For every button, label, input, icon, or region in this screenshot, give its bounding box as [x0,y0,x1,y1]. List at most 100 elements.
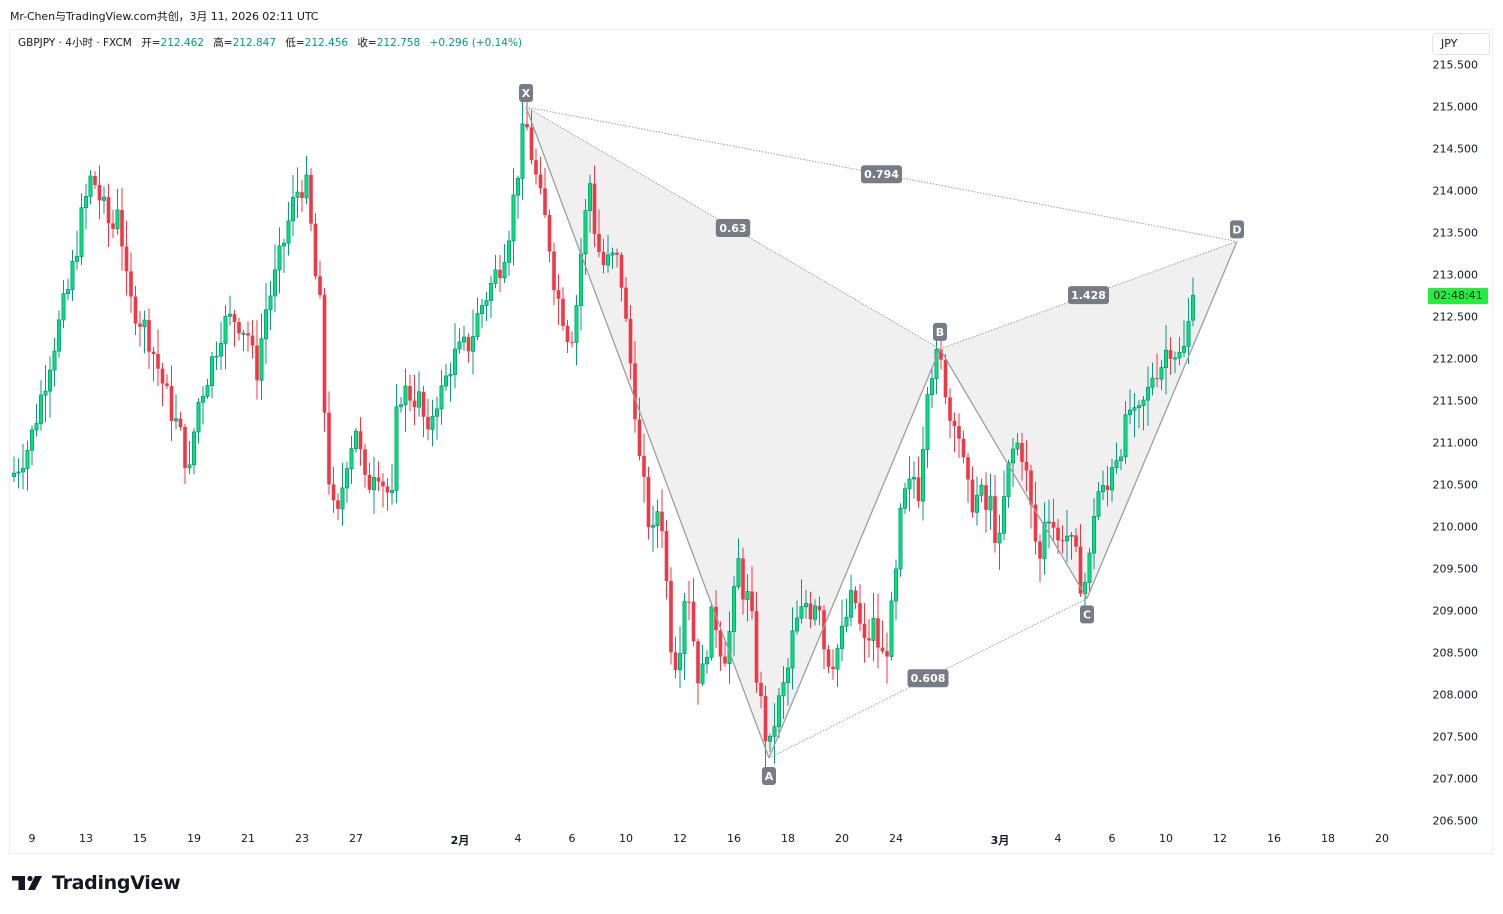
point-label-b-bg [933,322,947,341]
candle-down [750,591,754,612]
time-tick: 16 [727,832,741,845]
point-label-x-bg [519,84,533,102]
candle-up [889,600,894,657]
candle-down [1074,535,1078,547]
candle-down [763,696,768,742]
candle-down [309,175,313,224]
point-label-d: D [1232,223,1241,236]
candle-down [660,511,664,532]
candle-up [1186,321,1191,347]
point-label-a: A [765,770,774,783]
ratio-label-xb: 0.63 [719,222,746,235]
candle-down [538,174,543,189]
candle-up [745,591,750,600]
candle-up [1132,407,1137,411]
candle-down [322,295,327,413]
candle-down [696,641,700,684]
candle-up [1150,377,1155,388]
price-tick: 214.500 [1432,142,1479,156]
candle-down [169,385,174,421]
candle-down [165,383,169,386]
candle-down [426,416,430,430]
time-tick: 20 [835,832,849,845]
candle-down [529,127,534,161]
price-axis[interactable]: 215.500 215.000 214.500 214.000 213.500 213.0… [1420,30,1492,854]
candle-up [187,464,192,469]
candle-down [970,479,975,513]
price-tick: 213.000 [1432,268,1479,282]
candle-down [552,251,556,291]
time-axis[interactable]: 9 13 15 19 21 23 27 2月 4 6 10 12 16 18 20 24 3月 4 6 10 12 16 1… [10,828,1420,852]
price-tick: 215.500 [1432,58,1479,72]
candle-up [57,319,62,352]
candle-up [520,123,525,179]
candle-up [516,177,521,196]
ratio-label-ac-bg [907,669,949,688]
time-tick: 15 [133,832,147,845]
candle-up [511,194,516,242]
candle-down [1168,350,1173,359]
point-label-c-bg [1080,605,1094,624]
candle-down [853,590,858,604]
price-tick: 210.000 [1432,520,1479,534]
tradingview-logo[interactable]: TradingView [12,872,181,894]
candle-up [907,478,912,490]
candle-down [831,666,835,670]
candle-up [115,209,120,230]
candle-up [227,313,232,317]
candle-up [484,300,489,306]
countdown-price-tag: 02:48:41 [1428,288,1488,304]
candle-up [1114,460,1119,469]
price-tick: 213.500 [1432,226,1479,240]
candle-up [79,207,84,257]
price-tick: 207.000 [1432,772,1479,786]
candle-down [178,418,183,427]
time-tick: 23 [295,832,309,845]
candle-down [246,333,250,336]
candle-up [34,423,39,431]
currency-button[interactable]: JPY [1432,33,1490,55]
candle-up [655,511,660,526]
candle-down [961,438,966,458]
candle-down [327,412,331,485]
price-tick: 211.000 [1432,436,1479,450]
candle-down [664,531,669,582]
candle-up [340,487,345,510]
candle-up [1069,534,1074,537]
candle-down [1056,527,1060,541]
candle-up [259,338,264,381]
time-tick: 12 [673,832,687,845]
candle-up [430,415,435,430]
candle-up [241,332,246,335]
candle-down [1020,443,1024,462]
candle-up [786,667,791,684]
price-tick: 209.500 [1432,562,1479,576]
candle-up [777,695,782,728]
candle-down [601,252,606,266]
candle-up [268,295,273,311]
candle-up [39,394,44,424]
chart-credit: Mr-Chen与TradingView.com共创，3月 11, 2026 02… [10,10,319,23]
candle-up [304,174,309,199]
candle-up [813,605,818,620]
point-label-c: C [1083,608,1091,621]
time-tick: 10 [619,832,633,845]
candle-down [124,246,129,272]
symbol-label[interactable]: GBPJPY · 4小时 · FXCM [18,37,132,49]
candle-up [1191,294,1196,321]
ratio-label-ac: 0.608 [911,672,946,685]
candle-up [416,391,421,408]
candle-up [700,663,705,684]
candle-down [592,183,597,234]
price-tick: 212.500 [1432,310,1479,324]
candle-down [1155,378,1159,380]
candle-up [448,374,453,377]
candle-up [272,269,277,297]
low-value: 212.456 [304,37,349,49]
candle-down [741,558,745,600]
candle-up [191,431,196,466]
candle-down [300,192,304,198]
candle-up [1128,409,1133,416]
candle-up [588,183,593,212]
